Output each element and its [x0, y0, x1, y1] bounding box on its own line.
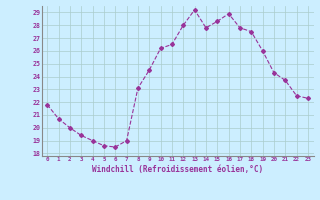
X-axis label: Windchill (Refroidissement éolien,°C): Windchill (Refroidissement éolien,°C)	[92, 165, 263, 174]
